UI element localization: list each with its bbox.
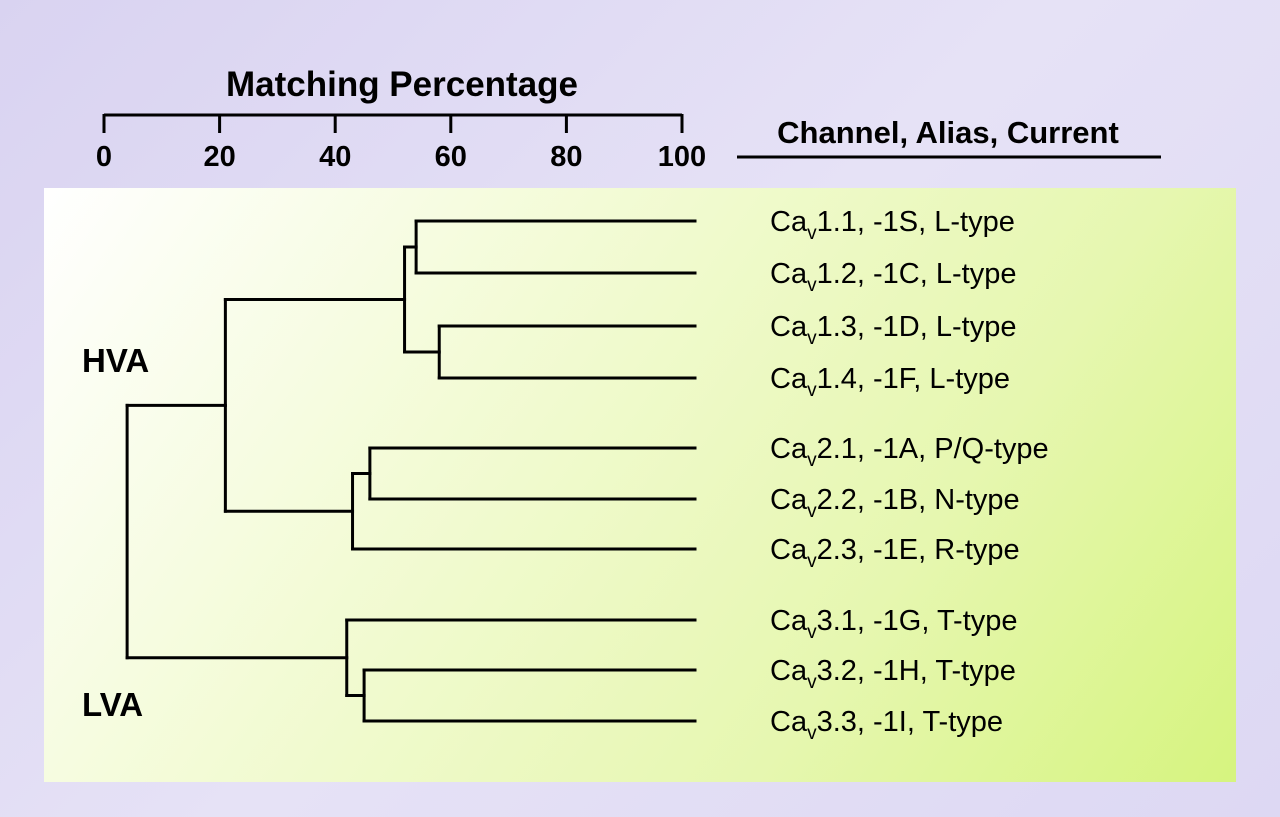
leaf-prefix: Ca — [770, 311, 808, 343]
column-header: Channel, Alias, Current — [777, 115, 1119, 150]
leaf-label: Cav1.4, -1F, L-type — [770, 363, 1010, 401]
leaf-prefix: Ca — [770, 258, 808, 290]
leaf-subscript: v — [807, 672, 817, 693]
leaf-rest: 2.1, -1A, P/Q-type — [817, 433, 1049, 465]
leaf-subscript: v — [807, 622, 817, 643]
axis-tick-label: 60 — [435, 141, 467, 173]
leaf-label: Cav3.3, -1I, T-type — [770, 706, 1003, 744]
leaf-label: Cav3.1, -1G, T-type — [770, 605, 1018, 643]
leaf-rest: 3.2, -1H, T-type — [817, 655, 1016, 687]
leaf-rest: 1.1, -1S, L-type — [817, 206, 1015, 238]
leaf-label: Cav2.1, -1A, P/Q-type — [770, 433, 1049, 471]
axis-tick-label: 0 — [96, 141, 112, 173]
leaf-rest: 1.3, -1D, L-type — [817, 311, 1017, 343]
leaf-subscript: v — [807, 223, 817, 244]
leaf-prefix: Ca — [770, 534, 808, 566]
leaf-prefix: Ca — [770, 363, 808, 395]
leaf-rest: 2.2, -1B, N-type — [817, 484, 1020, 516]
diagram-panel — [44, 188, 1236, 782]
axis: 0 20 40 60 80 100 — [96, 113, 706, 173]
group-label-lva: LVA — [82, 686, 143, 723]
tree-branches — [125, 219, 697, 723]
leaf-subscript: v — [807, 380, 817, 401]
leaf-rest: 2.3, -1E, R-type — [817, 534, 1020, 566]
leaf-prefix: Ca — [770, 605, 808, 637]
axis-tick-label: 80 — [550, 141, 582, 173]
leaf-rest: 1.4, -1F, L-type — [817, 363, 1010, 395]
leaf-rest: 3.3, -1I, T-type — [817, 706, 1003, 738]
leaf-prefix: Ca — [770, 655, 808, 687]
leaf-subscript: v — [807, 551, 817, 572]
leaf-subscript: v — [807, 275, 817, 296]
leaf-subscript: v — [807, 501, 817, 522]
leaf-label: Cav2.3, -1E, R-type — [770, 534, 1020, 572]
leaf-subscript: v — [807, 450, 817, 471]
axis-title: Matching Percentage — [226, 65, 578, 104]
leaf-label: Cav3.2, -1H, T-type — [770, 655, 1016, 693]
axis-tick-label: 20 — [203, 141, 235, 173]
leaf-label: Cav1.3, -1D, L-type — [770, 311, 1016, 349]
leaf-prefix: Ca — [770, 706, 808, 738]
leaf-subscript: v — [807, 328, 817, 349]
leaf-label: Cav2.2, -1B, N-type — [770, 484, 1020, 522]
leaf-rest: 1.2, -1C, L-type — [817, 258, 1017, 290]
leaf-prefix: Ca — [770, 433, 808, 465]
group-label-hva: HVA — [82, 342, 149, 379]
leaf-subscript: v — [807, 723, 817, 744]
leaf-prefix: Ca — [770, 484, 808, 516]
leaf-prefix: Ca — [770, 206, 808, 238]
leaf-rest: 3.1, -1G, T-type — [817, 605, 1018, 637]
axis-tick-label: 100 — [658, 141, 706, 173]
axis-tick-label: 40 — [319, 141, 351, 173]
leaf-label: Cav1.1, -1S, L-type — [770, 206, 1015, 244]
leaf-label: Cav1.2, -1C, L-type — [770, 258, 1016, 296]
